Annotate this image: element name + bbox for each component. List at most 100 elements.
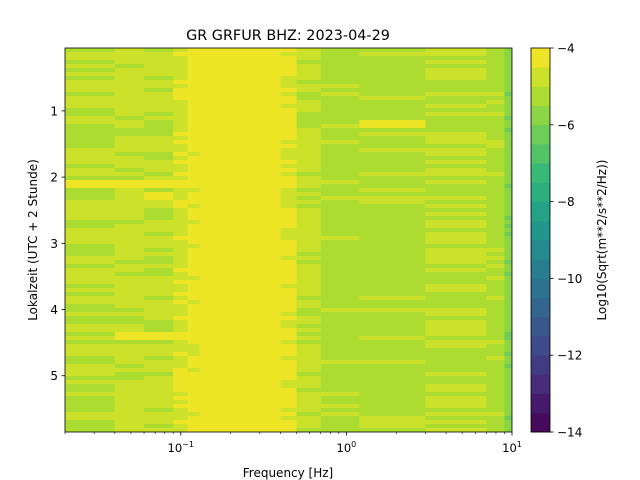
heatmap-cell-r30-b10 <box>425 168 487 173</box>
heatmap-cell-r55-b12 <box>504 268 512 273</box>
heatmap-cell-r53-b9 <box>359 260 426 265</box>
heatmap-cell-r53-b5 <box>199 260 281 265</box>
heatmap-cell-r16-b6 <box>280 112 297 117</box>
heatmap-cell-r82-b3 <box>173 376 189 381</box>
heatmap-cell-r57-b1 <box>114 276 145 281</box>
heatmap-cell-r65-b3 <box>173 308 189 313</box>
heatmap-cell-r33-b2 <box>144 180 174 185</box>
heatmap-cell-r10-b4 <box>187 88 201 93</box>
heatmap-cell-r81-b1 <box>114 372 145 377</box>
heatmap-cell-r51-b1 <box>114 252 145 257</box>
heatmap-cell-r76-b2 <box>144 352 174 357</box>
heatmap-cell-r24-b3 <box>173 144 189 149</box>
heatmap-cell-r31-b9 <box>359 172 426 177</box>
heatmap-cell-r61-b11 <box>486 292 505 297</box>
heatmap-cell-r85-b4 <box>187 388 201 393</box>
heatmap-cell-r67-b5 <box>199 316 281 321</box>
heatmap-cell-r1-b2 <box>144 52 174 57</box>
heatmap-cell-r22-b12 <box>504 136 512 141</box>
heatmap-cell-r23-b12 <box>504 140 512 145</box>
heatmap-cell-r72-b4 <box>187 336 201 341</box>
y-tick-label: 4 <box>50 303 58 317</box>
heatmap-cell-r5-b8 <box>320 68 360 73</box>
heatmap-cell-r85-b5 <box>199 388 281 393</box>
heatmap-cell-r9-b10 <box>425 84 487 89</box>
heatmap-cell-r92-b0 <box>65 416 116 421</box>
heatmap-cell-r78-b2 <box>144 360 174 365</box>
heatmap-cell-r89-b1 <box>114 404 145 409</box>
heatmap-cell-r74-b4 <box>187 344 201 349</box>
heatmap-cell-r88-b5 <box>199 400 281 405</box>
heatmap-cell-r28-b12 <box>504 160 512 165</box>
heatmap-cell-r14-b12 <box>504 104 512 109</box>
colorbar-level <box>531 240 550 260</box>
heatmap-cell-r48-b0 <box>65 240 116 245</box>
heatmap-cell-r93-b0 <box>65 420 116 425</box>
heatmap-cell-r24-b11 <box>486 144 505 149</box>
y-tick-label: 5 <box>50 369 58 383</box>
heatmap-cell-r63-b6 <box>280 300 297 305</box>
heatmap-cell-r37-b12 <box>504 196 512 201</box>
heatmap-cell-r25-b0 <box>65 148 116 153</box>
heatmap-cell-r89-b4 <box>187 404 201 409</box>
heatmap-cell-r80-b8 <box>320 368 360 373</box>
heatmap-cell-r89-b12 <box>504 404 512 409</box>
colorbar-level <box>531 297 550 318</box>
colorbar: −4 −6 −8 −10 −12 −14 <box>530 42 582 440</box>
heatmap-cell-r67-b1 <box>114 316 145 321</box>
heatmap-cell-r9-b8 <box>320 84 360 89</box>
heatmap-cell-r41-b7 <box>296 212 322 217</box>
colorbar-level <box>531 355 550 375</box>
heatmap-cell-r9-b5 <box>199 84 281 89</box>
heatmap-cell-r80-b5 <box>199 368 281 373</box>
heatmap-cell-r32-b8 <box>320 176 360 181</box>
heatmap-cell-r28-b4 <box>187 160 201 165</box>
heatmap-cell-r49-b4 <box>187 244 201 249</box>
heatmap-cell-r74-b0 <box>65 344 116 349</box>
heatmap-cell-r63-b4 <box>187 300 201 305</box>
heatmap-cell-r93-b2 <box>144 420 174 425</box>
heatmap-cell-r47-b4 <box>187 236 201 241</box>
heatmap-cell-r37-b0 <box>65 196 116 201</box>
heatmap-cell-r61-b6 <box>280 292 297 297</box>
heatmap-cell-r80-b9 <box>359 368 426 373</box>
heatmap-cell-r62-b7 <box>296 296 322 301</box>
heatmap-cell-r15-b12 <box>504 108 512 113</box>
heatmap-cell-r48-b2 <box>144 240 174 245</box>
heatmap-cell-r29-b3 <box>173 164 189 169</box>
heatmap-cell-r10-b8 <box>320 88 360 93</box>
heatmap-cell-r3-b3 <box>173 60 189 65</box>
heatmap-cell-r50-b2 <box>144 248 174 253</box>
heatmap-cell-r77-b12 <box>504 356 512 361</box>
heatmap-cell-r16-b4 <box>187 112 201 117</box>
heatmap-cell-r8-b9 <box>359 80 426 85</box>
heatmap-cell-r33-b3 <box>173 180 189 185</box>
heatmap-cell-r11-b2 <box>144 92 174 97</box>
heatmap-cell-r58-b11 <box>486 280 505 285</box>
heatmap-cell-r34-b9 <box>359 184 426 189</box>
heatmap-cell-r85-b10 <box>425 388 487 393</box>
heatmap-cell-r14-b11 <box>486 104 505 109</box>
heatmap-cell-r36-b9 <box>359 192 426 197</box>
heatmap-cell-r49-b1 <box>114 244 145 249</box>
heatmap-cell-r95-b9 <box>359 428 426 432</box>
heatmap-cell-r2-b5 <box>199 56 281 61</box>
heatmap-cell-r9-b3 <box>173 84 189 89</box>
heatmap-cell-r36-b12 <box>504 192 512 197</box>
heatmap-cell-r1-b0 <box>65 52 116 57</box>
heatmap-cell-r0-b12 <box>504 48 512 53</box>
heatmap-cell-r34-b10 <box>425 184 487 189</box>
heatmap-cell-r19-b2 <box>144 124 174 129</box>
heatmap-cell-r67-b10 <box>425 316 487 321</box>
colorbar-tick-label: −4 <box>557 42 575 56</box>
heatmap-cell-r47-b6 <box>280 236 297 241</box>
heatmap-cell-r56-b3 <box>173 272 189 277</box>
heatmap-cell-r47-b9 <box>359 236 426 241</box>
heatmap-cell-r54-b3 <box>173 264 189 269</box>
heatmap-cell-r66-b4 <box>187 312 201 317</box>
heatmap-cell-r65-b10 <box>425 308 487 313</box>
colorbar-level <box>531 48 550 68</box>
heatmap-cell-r46-b9 <box>359 232 426 237</box>
heatmap-cell-r62-b12 <box>504 296 512 301</box>
heatmap-cell-r50-b8 <box>320 248 360 253</box>
